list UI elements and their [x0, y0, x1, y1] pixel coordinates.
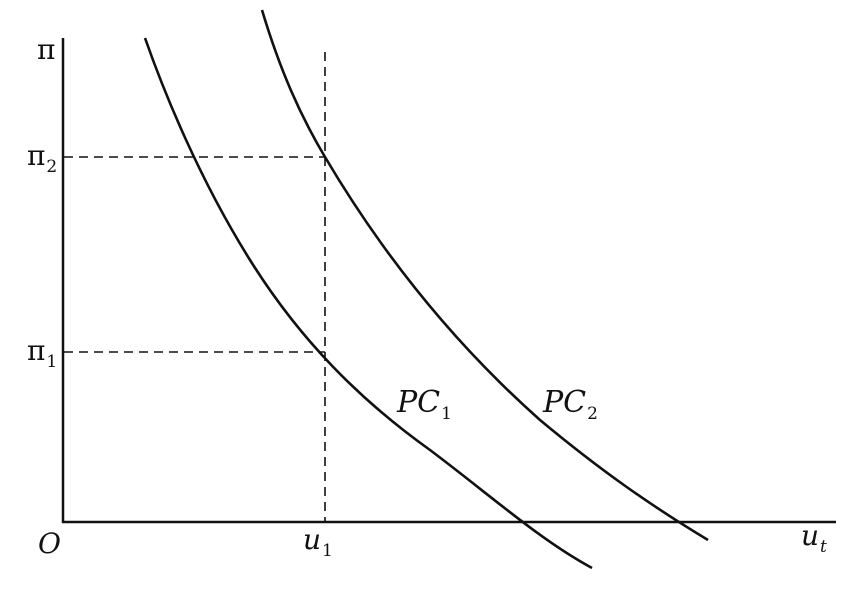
pc2-text: PC — [543, 385, 587, 420]
x-axis-label: ut — [801, 519, 827, 556]
pi2-symbol: π — [27, 139, 46, 172]
pc2-curve — [260, 9, 709, 542]
u1-subscript: 1 — [322, 541, 333, 561]
pi1-symbol: π — [27, 334, 46, 367]
origin-label: O — [38, 527, 61, 560]
pc1-label: PC1 — [397, 385, 452, 423]
pc1-subscript: 1 — [441, 404, 452, 424]
pi2-subscript: 2 — [46, 157, 58, 177]
pi2-tick-label: π2 — [27, 139, 57, 176]
pc1-text: PC — [397, 385, 441, 420]
pc2-subscript: 2 — [587, 404, 598, 424]
u1-symbol: u — [303, 523, 322, 556]
x-axis-symbol: u — [801, 519, 820, 552]
pc2-label: PC2 — [543, 385, 598, 423]
pc1-curve — [143, 37, 593, 570]
x-axis-subscript: t — [820, 537, 827, 557]
u1-tick-label: u1 — [303, 523, 333, 560]
pi1-tick-label: π1 — [27, 334, 57, 371]
pi1-subscript: 1 — [46, 352, 58, 372]
y-axis-label: π — [37, 33, 56, 66]
